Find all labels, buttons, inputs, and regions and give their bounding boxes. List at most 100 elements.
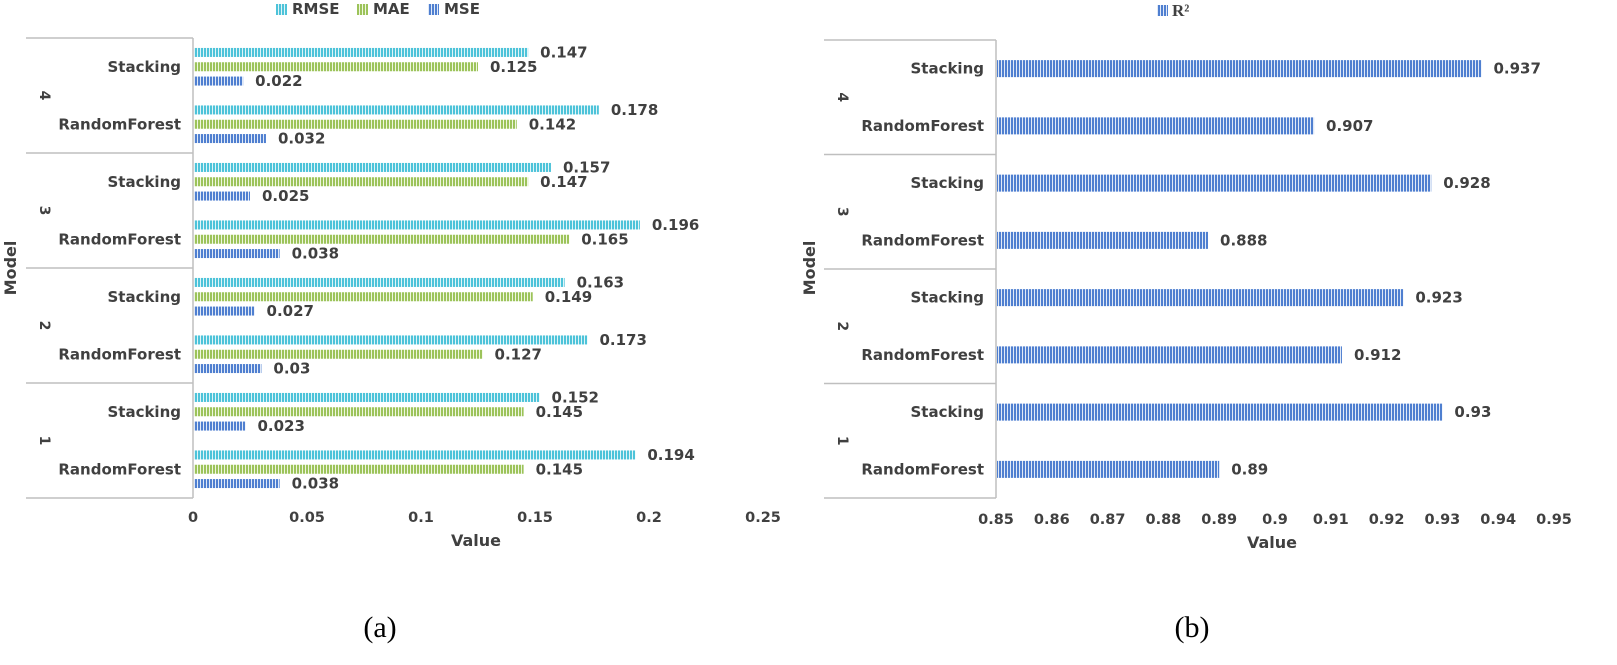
bar-r2 bbox=[997, 174, 1432, 192]
data-label-mse: 0.022 bbox=[255, 72, 302, 90]
chart-a-category-label: Stacking bbox=[107, 403, 181, 421]
data-label-mae: 0.145 bbox=[536, 460, 583, 478]
data-label-r2: 0.912 bbox=[1354, 346, 1401, 364]
chart-b-x-tick-label: 0.86 bbox=[1034, 512, 1070, 528]
chart-b-group-label: 2 bbox=[834, 321, 850, 331]
chart-a-category-label: RandomForest bbox=[58, 345, 181, 363]
bar-r2 bbox=[997, 346, 1342, 364]
bar-r2 bbox=[997, 403, 1443, 421]
bar-mse bbox=[194, 249, 280, 259]
bar-mae bbox=[194, 119, 517, 129]
bar-mse bbox=[194, 479, 280, 489]
bar-mae bbox=[194, 62, 478, 72]
data-label-mse: 0.025 bbox=[262, 187, 309, 205]
chart-b-category-label: RandomForest bbox=[861, 231, 984, 249]
chart-b-group-label: 3 bbox=[834, 207, 850, 217]
chart-a-category-label: RandomForest bbox=[58, 230, 181, 248]
chart-a-x-tick-label: 0.15 bbox=[517, 510, 553, 526]
chart-a-group-label: 1 bbox=[36, 436, 52, 446]
chart-b-category-label: Stacking bbox=[910, 60, 984, 78]
legend-mae-label: MAE bbox=[373, 0, 410, 18]
chart-b-x-tick-label: 0.93 bbox=[1425, 512, 1461, 528]
data-label-mse: 0.023 bbox=[257, 417, 304, 435]
chart-a-x-tick-label: 0.1 bbox=[408, 510, 434, 526]
data-label-rmse: 0.178 bbox=[611, 101, 658, 119]
subfigure-label-b: (b) bbox=[1175, 611, 1210, 644]
chart-b-xlabel: Value bbox=[1247, 533, 1297, 552]
bar-mse bbox=[194, 191, 250, 201]
chart-a-group-label: 3 bbox=[36, 206, 52, 216]
bar-r2 bbox=[997, 60, 1482, 78]
bar-r2 bbox=[997, 117, 1315, 135]
chart-a-x-tick-label: 0.25 bbox=[745, 510, 781, 526]
data-label-rmse: 0.152 bbox=[552, 388, 599, 406]
data-label-r2: 0.93 bbox=[1454, 403, 1491, 421]
chart-a-category-label: RandomForest bbox=[58, 460, 181, 478]
bar-rmse bbox=[194, 450, 636, 460]
chart-a-group-label: 2 bbox=[36, 321, 52, 331]
chart-b-category-label: RandomForest bbox=[861, 117, 984, 135]
chart-b-x-tick-label: 0.94 bbox=[1480, 512, 1516, 528]
legend-rmse-label: RMSE bbox=[292, 0, 340, 18]
chart-b-category-label: Stacking bbox=[910, 174, 984, 192]
bar-rmse bbox=[194, 105, 599, 115]
data-label-mae: 0.145 bbox=[536, 403, 583, 421]
data-label-mse: 0.032 bbox=[278, 130, 325, 148]
chart-b-category-label: Stacking bbox=[910, 403, 984, 421]
chart-a-xlabel: Value bbox=[451, 531, 501, 550]
data-label-mae: 0.125 bbox=[490, 58, 537, 76]
chart-b-x-tick-label: 0.95 bbox=[1536, 512, 1572, 528]
chart-a-category-label: Stacking bbox=[107, 173, 181, 191]
data-label-rmse: 0.196 bbox=[652, 216, 699, 234]
legend-mae-swatch bbox=[357, 4, 368, 15]
bar-rmse bbox=[194, 277, 565, 287]
bar-mse bbox=[194, 76, 244, 86]
bar-r2 bbox=[997, 231, 1209, 249]
data-label-mae: 0.142 bbox=[529, 115, 576, 133]
data-label-rmse: 0.157 bbox=[563, 158, 610, 176]
chart-a-x-tick-label: 0.2 bbox=[636, 510, 662, 526]
chart-b: Model Value 0.85 0.86 0.87 0.88 0.89 0.9 0.91 0… bbox=[800, 39, 1572, 552]
bar-rmse bbox=[194, 335, 588, 345]
legend-mse-label: MSE bbox=[444, 0, 480, 18]
data-label-rmse: 0.147 bbox=[540, 43, 587, 61]
data-label-r2: 0.923 bbox=[1415, 289, 1462, 307]
bar-mae bbox=[194, 407, 524, 417]
data-label-mse: 0.027 bbox=[267, 302, 314, 320]
bar-r2 bbox=[997, 289, 1404, 307]
data-label-mse: 0.038 bbox=[292, 245, 339, 263]
legend-b: R² bbox=[1157, 1, 1189, 20]
bar-mse bbox=[194, 306, 255, 316]
bar-mae bbox=[194, 234, 570, 244]
bar-r2 bbox=[997, 460, 1220, 478]
chart-a-category-label: Stacking bbox=[107, 58, 181, 76]
data-label-r2: 0.89 bbox=[1231, 460, 1268, 478]
bar-mae bbox=[194, 177, 529, 187]
legend-r2-swatch bbox=[1157, 5, 1168, 16]
bar-mae bbox=[194, 464, 524, 474]
chart-b-x-tick-label: 0.92 bbox=[1369, 512, 1405, 528]
bar-rmse bbox=[194, 220, 640, 230]
data-label-r2: 0.937 bbox=[1493, 60, 1540, 78]
legend-a: RMSE MAE MSE bbox=[276, 0, 480, 18]
chart-a-category-label: RandomForest bbox=[58, 115, 181, 133]
chart-a-x-tick-label: 0 bbox=[188, 510, 198, 526]
chart-a-ylabel: Model bbox=[1, 241, 20, 296]
legend-mse-swatch bbox=[428, 4, 439, 15]
legend-rmse-swatch bbox=[276, 4, 287, 15]
chart-b-x-tick-label: 0.87 bbox=[1090, 512, 1126, 528]
subfigure-label-a: (a) bbox=[363, 611, 396, 644]
data-label-rmse: 0.194 bbox=[647, 446, 694, 464]
chart-b-ylabel: Model bbox=[800, 241, 819, 296]
chart-a-category-label: Stacking bbox=[107, 288, 181, 306]
chart-b-x-tick-label: 0.88 bbox=[1146, 512, 1182, 528]
chart-b-category-label: Stacking bbox=[910, 289, 984, 307]
chart-b-group-label: 4 bbox=[834, 92, 850, 102]
chart-a: Model Value 0 0.05 0.1 0.15 0.2 0.25 4 Stacking… bbox=[1, 37, 781, 550]
bar-rmse bbox=[194, 392, 540, 402]
bar-mae bbox=[194, 292, 533, 302]
chart-b-x-tick-label: 0.89 bbox=[1201, 512, 1237, 528]
chart-b-category-label: RandomForest bbox=[861, 460, 984, 478]
bar-mse bbox=[194, 134, 266, 144]
data-label-mae: 0.147 bbox=[540, 173, 587, 191]
